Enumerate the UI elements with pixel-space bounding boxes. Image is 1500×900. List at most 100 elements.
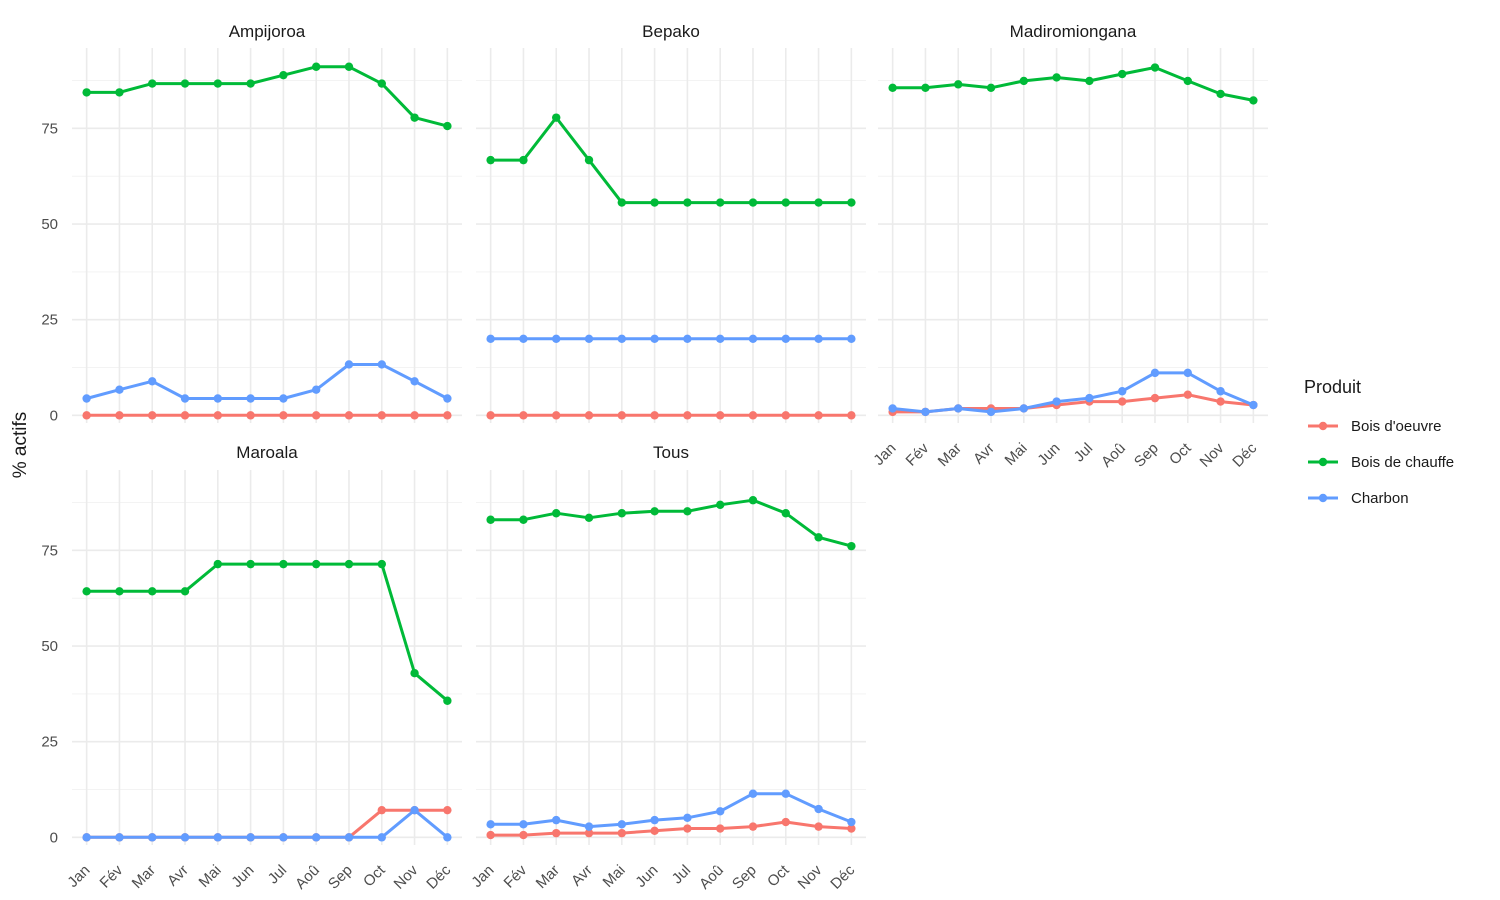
data-point [82,833,91,842]
data-point [410,377,419,386]
x-tick-label: Jun [1034,440,1063,469]
data-point [715,411,725,420]
data-point [1183,76,1192,86]
data-point [954,80,963,89]
data-point [246,79,255,88]
data-point [584,822,594,831]
data-point [443,411,452,420]
x-tick-label: Aoû [696,862,727,893]
x-tick-label: Mai [1002,440,1031,469]
data-point [650,815,659,825]
data-point [82,411,91,420]
series-charbon [888,368,1258,417]
data-point [377,411,386,420]
data-point [311,385,321,394]
data-point [650,826,659,836]
x-tick-label: Mar [129,862,159,892]
data-point [584,411,594,420]
data-point [443,833,452,842]
data-point [246,559,255,569]
data-point [1150,368,1160,378]
data-point [148,411,157,420]
x-tick-label: Jul [1071,440,1097,466]
series-line [490,116,852,205]
data-point [617,411,627,420]
x-tick-label: Nov [795,861,826,892]
data-point [650,411,659,420]
data-point [781,411,790,420]
data-point [213,833,223,842]
data-point [715,198,725,207]
x-tick-label: Avr [970,440,998,468]
data-point [519,334,528,344]
data-point [486,820,495,829]
data-point [311,833,321,842]
data-point [650,334,659,344]
data-point [748,334,758,344]
x-tick-label: Déc [423,861,454,892]
data-point [748,198,758,207]
data-point [443,121,452,131]
data-point [279,394,288,403]
data-point [748,822,758,831]
data-point [847,411,856,420]
data-point [1019,404,1029,413]
data-point [246,833,255,842]
data-point [715,500,725,510]
data-point [82,88,91,97]
data-point [486,334,495,344]
data-point [148,377,157,386]
data-point [1117,387,1127,396]
legend: Produit Bois d'oeuvre Bois de chauffe Charb… [1304,377,1454,507]
data-point [617,820,627,829]
panel-title: Ampijoroa [229,22,306,41]
x-tick-label: Jan [870,440,899,469]
data-point [213,394,223,403]
data-point [279,559,288,569]
series-charbon [82,805,452,842]
x-tick-label: Déc [1229,439,1260,470]
data-point [781,198,790,207]
series-bois-d-oeuvre [486,411,856,420]
data-point [584,828,594,838]
data-point [715,824,725,833]
data-point [814,533,823,542]
panel-title: Tous [653,443,689,462]
data-point [814,334,823,344]
data-point [617,828,627,838]
data-point [584,334,594,344]
data-point [486,155,495,165]
data-point [814,822,823,831]
data-point [847,334,856,344]
data-point [410,113,419,122]
x-tick-label: Sep [729,862,760,893]
panel-title: Madiromiongana [1010,22,1137,41]
data-point [443,696,452,705]
x-tick-label: Jul [669,862,695,888]
data-point [82,394,91,403]
x-tick-label: Déc [827,861,858,892]
series-charbon [486,334,856,344]
panel-title: Maroala [236,443,298,462]
series-line [490,498,852,548]
data-point [82,587,91,596]
x-tick-label: Fév [501,861,531,891]
data-point [344,559,354,569]
data-point [781,817,790,827]
data-point [650,507,659,516]
data-point [344,411,354,420]
panel-bepako: Bepako [476,22,866,423]
data-point [486,411,495,420]
data-point [1052,73,1061,82]
y-tick-label: 25 [41,312,58,329]
data-point [781,789,790,798]
data-point [683,411,692,420]
x-tick-label: Oct [360,861,389,890]
data-point [311,411,321,420]
data-point [410,805,419,815]
data-point [888,83,897,92]
series-line [892,371,1254,414]
series-line [892,66,1254,102]
data-point [748,789,758,798]
data-point [921,407,930,417]
